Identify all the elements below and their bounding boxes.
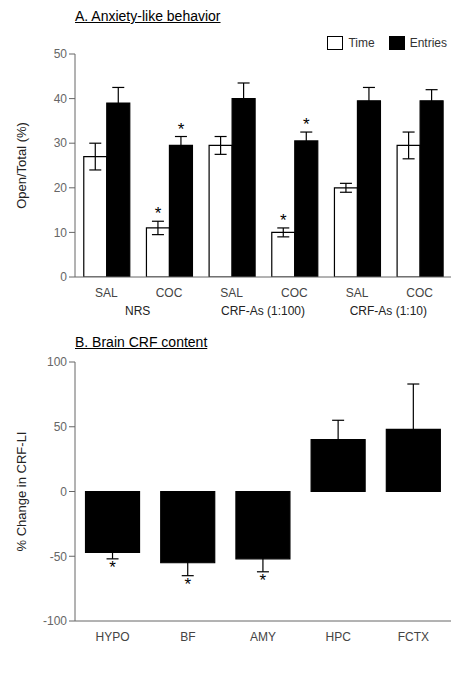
svg-text:-100: -100 [43, 614, 67, 628]
svg-text:50: 50 [54, 420, 68, 434]
svg-text:*: * [303, 115, 310, 134]
svg-text:*: * [109, 558, 116, 577]
html-text:Entries: Entries [409, 36, 447, 50]
svg-text:*: * [280, 211, 287, 230]
svg-text:20: 20 [54, 181, 68, 195]
svg-text:BF: BF [180, 630, 195, 644]
svg-text:Open/Total (%): Open/Total (%) [14, 122, 29, 209]
html-text:A. Anxiety-like behavior: A. Anxiety-like behavior [75, 8, 221, 24]
svg-text:COC: COC [406, 286, 433, 300]
svg-text:CRF-As (1:10): CRF-As (1:10) [350, 304, 427, 318]
svg-text:SAL: SAL [220, 286, 243, 300]
svg-text:0: 0 [60, 485, 67, 499]
svg-text:40: 40 [54, 92, 68, 106]
svg-text:30: 30 [54, 136, 68, 150]
svg-text:-50: -50 [50, 550, 68, 564]
svg-text:*: * [155, 204, 162, 223]
svg-text:0: 0 [60, 270, 67, 284]
svg-text:*: * [178, 120, 185, 139]
svg-text:SAL: SAL [95, 286, 118, 300]
svg-text:10: 10 [54, 226, 68, 240]
html-text:Time: Time [348, 36, 375, 50]
svg-text:HYPO: HYPO [96, 630, 130, 644]
html-text:B. Brain CRF content: B. Brain CRF content [75, 334, 208, 350]
svg-text:% Change in CRF-LI: % Change in CRF-LI [14, 432, 29, 552]
svg-text:100: 100 [47, 355, 67, 369]
svg-text:COC: COC [281, 286, 308, 300]
svg-text:AMY: AMY [250, 630, 276, 644]
svg-text:*: * [260, 571, 267, 590]
svg-text:NRS: NRS [125, 304, 150, 318]
svg-text:CRF-As (1:100): CRF-As (1:100) [221, 304, 305, 318]
svg-text:FCTX: FCTX [398, 630, 429, 644]
svg-text:COC: COC [156, 286, 183, 300]
svg-text:SAL: SAL [346, 286, 369, 300]
svg-text:*: * [184, 575, 191, 594]
svg-text:50: 50 [54, 47, 68, 61]
svg-text:HPC: HPC [326, 630, 352, 644]
